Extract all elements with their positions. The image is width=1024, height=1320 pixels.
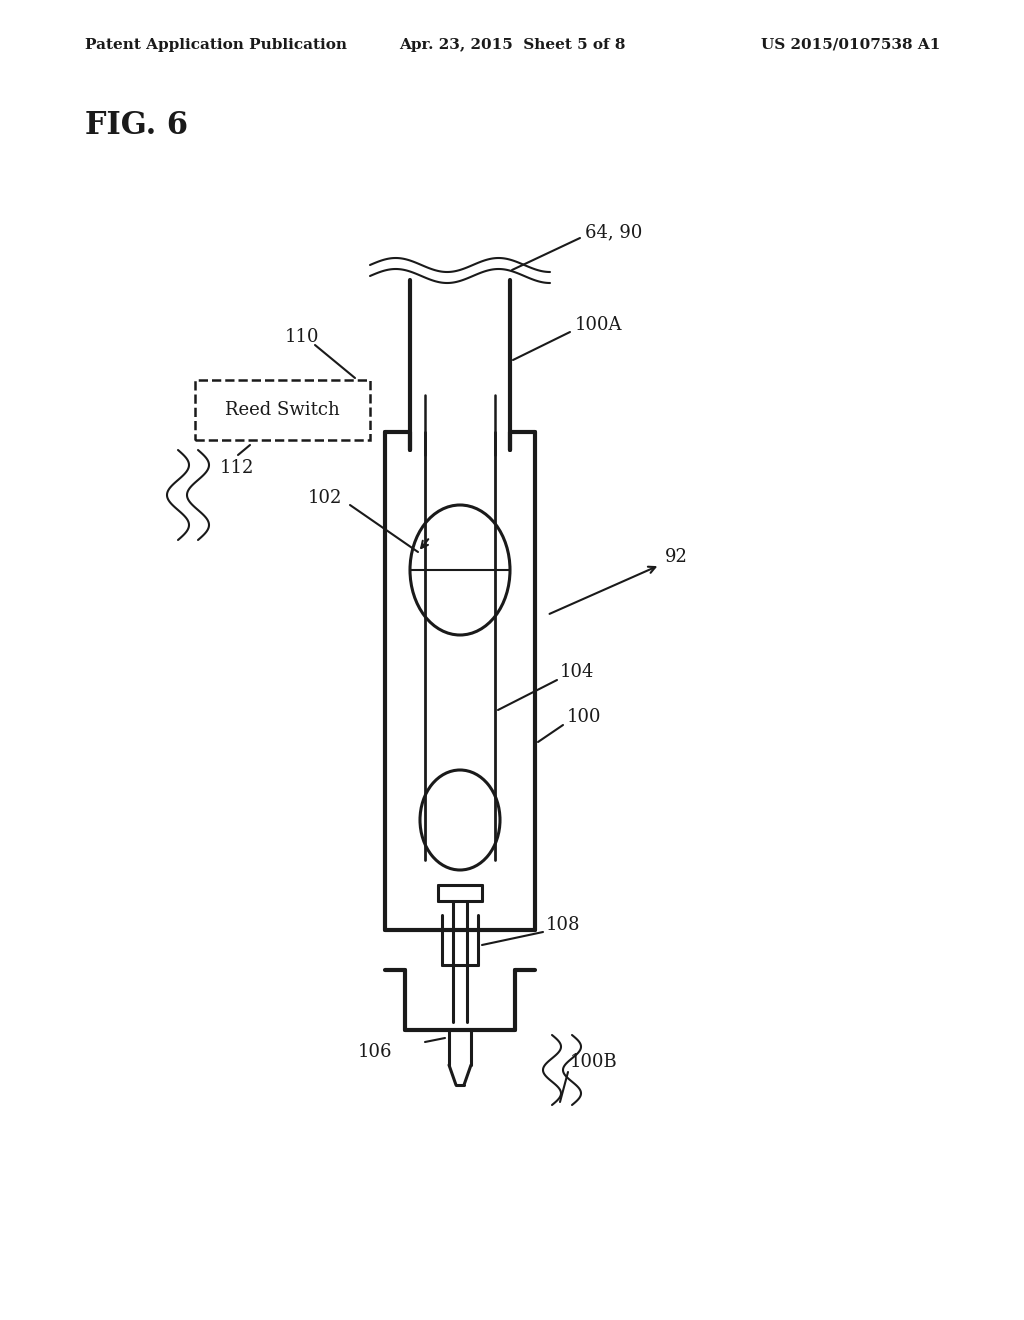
Text: 112: 112 xyxy=(220,459,254,477)
Text: 100B: 100B xyxy=(570,1053,617,1071)
Text: Reed Switch: Reed Switch xyxy=(225,401,340,418)
Text: Patent Application Publication: Patent Application Publication xyxy=(85,38,347,51)
Text: US 2015/0107538 A1: US 2015/0107538 A1 xyxy=(761,38,940,51)
Text: 104: 104 xyxy=(560,663,594,681)
Text: 106: 106 xyxy=(357,1043,392,1061)
Text: FIG. 6: FIG. 6 xyxy=(85,110,188,140)
Text: 92: 92 xyxy=(665,548,688,566)
Text: 64, 90: 64, 90 xyxy=(585,223,642,242)
Text: 100A: 100A xyxy=(575,315,623,334)
Text: 108: 108 xyxy=(546,916,581,935)
Text: Apr. 23, 2015  Sheet 5 of 8: Apr. 23, 2015 Sheet 5 of 8 xyxy=(398,38,626,51)
Text: 100: 100 xyxy=(567,708,601,726)
Text: 110: 110 xyxy=(285,327,319,346)
Text: 102: 102 xyxy=(308,488,342,507)
